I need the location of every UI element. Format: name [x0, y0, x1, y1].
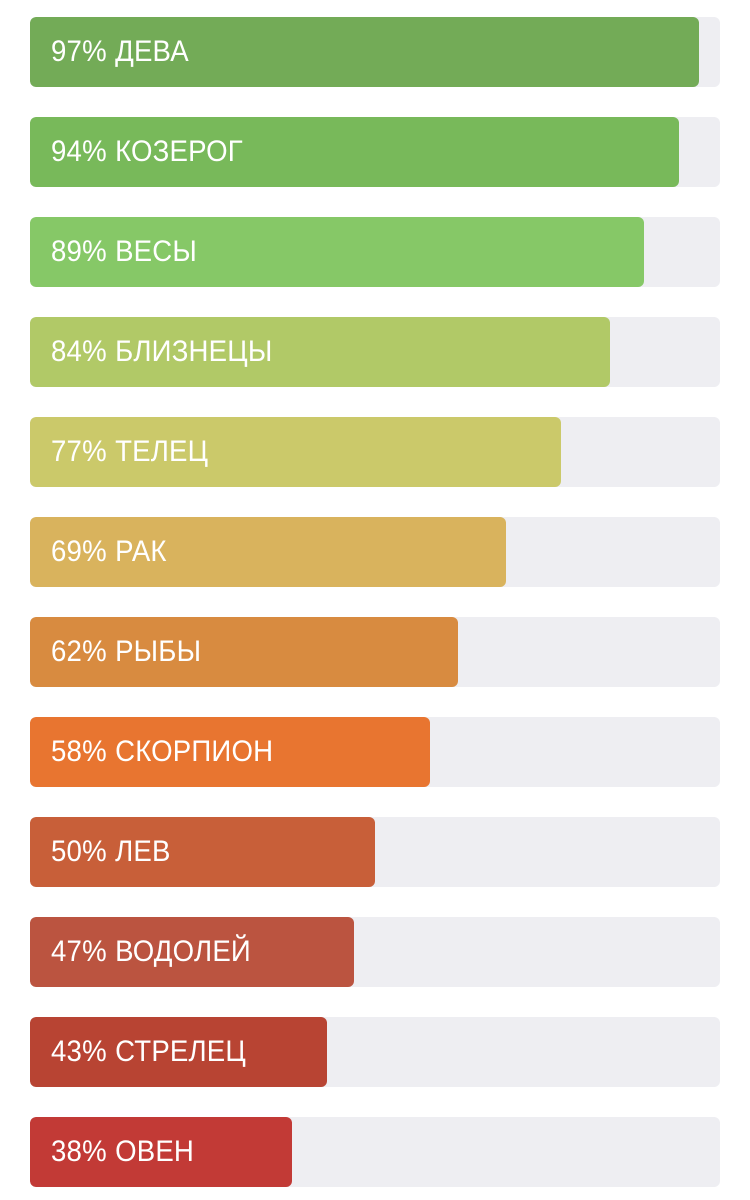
bar-value-label: 50% — [51, 835, 107, 868]
bar-label: 77% ТЕЛЕЦ — [51, 417, 208, 487]
bar-label: 97% ДЕВА — [51, 17, 189, 87]
bar-value-label: 58% — [51, 735, 107, 768]
bar — [30, 1117, 293, 1187]
bar-row: 89% ВЕСЫ — [30, 217, 720, 287]
bar — [30, 417, 562, 487]
bar-row: 58% СКОРПИОН — [30, 717, 720, 787]
bar-category-label: КОЗЕРОГ — [115, 135, 243, 168]
bar-category-label: БЛИЗНЕЦЫ — [115, 335, 273, 368]
bar-row: 94% КОЗЕРОГ — [30, 117, 720, 187]
bar-row: 50% ЛЕВ — [30, 817, 720, 887]
bar-category-label: ТЕЛЕЦ — [115, 435, 209, 468]
bar-category-label: СТРЕЛЕЦ — [115, 1035, 247, 1068]
bar-value-label: 69% — [51, 535, 107, 568]
bar-label: 50% ЛЕВ — [51, 817, 171, 887]
bar-category-label: ДЕВА — [115, 35, 189, 68]
bar-value-label: 38% — [51, 1135, 107, 1168]
bar — [30, 917, 355, 987]
bar-value-label: 47% — [51, 935, 107, 968]
bar-category-label: ЛЕВ — [115, 835, 171, 868]
bar-category-label: РАК — [115, 535, 167, 568]
bar-category-label: ВОДОЛЕЙ — [115, 935, 251, 968]
bar-row: 69% РАК — [30, 517, 720, 587]
bar — [30, 217, 645, 287]
bar-label: 69% РАК — [51, 517, 167, 587]
bar-label: 43% СТРЕЛЕЦ — [51, 1017, 246, 1087]
bar-value-label: 62% — [51, 635, 107, 668]
bar — [30, 817, 375, 887]
bar-label: 84% БЛИЗНЕЦЫ — [51, 317, 272, 387]
bar-row: 43% СТРЕЛЕЦ — [30, 1017, 720, 1087]
bar-label: 38% ОВЕН — [51, 1117, 194, 1187]
bar-label: 62% РЫБЫ — [51, 617, 201, 687]
bar-label: 94% КОЗЕРОГ — [51, 117, 243, 187]
bar-label: 47% ВОДОЛЕЙ — [51, 917, 251, 987]
bar — [30, 717, 431, 787]
bar-value-label: 89% — [51, 235, 107, 268]
bar-category-label: РЫБЫ — [115, 635, 202, 668]
bar-row: 97% ДЕВА — [30, 17, 720, 87]
bar-row: 62% РЫБЫ — [30, 617, 720, 687]
bar-category-label: ОВЕН — [115, 1135, 195, 1168]
bar-row: 47% ВОДОЛЕЙ — [30, 917, 720, 987]
bar-label: 58% СКОРПИОН — [51, 717, 273, 787]
bar-chart: 97% ДЕВА 94% КОЗЕРОГ 89% ВЕСЫ 84% БЛИЗНЕЦЫ 77% ТЕ… — [30, 17, 720, 1187]
bar — [30, 317, 610, 387]
bar — [30, 517, 507, 587]
bar — [30, 17, 700, 87]
bar — [30, 1017, 327, 1087]
bar-value-label: 77% — [51, 435, 107, 468]
bar — [30, 617, 458, 687]
bar-row: 84% БЛИЗНЕЦЫ — [30, 317, 720, 387]
bar-category-label: СКОРПИОН — [115, 735, 274, 768]
bar-row: 38% ОВЕН — [30, 1117, 720, 1187]
bar-value-label: 97% — [51, 35, 107, 68]
bar — [30, 117, 679, 187]
bar-value-label: 43% — [51, 1035, 107, 1068]
bar-category-label: ВЕСЫ — [115, 235, 198, 268]
bar-value-label: 84% — [51, 335, 107, 368]
bar-value-label: 94% — [51, 135, 107, 168]
bar-row: 77% ТЕЛЕЦ — [30, 417, 720, 487]
bar-label: 89% ВЕСЫ — [51, 217, 197, 287]
